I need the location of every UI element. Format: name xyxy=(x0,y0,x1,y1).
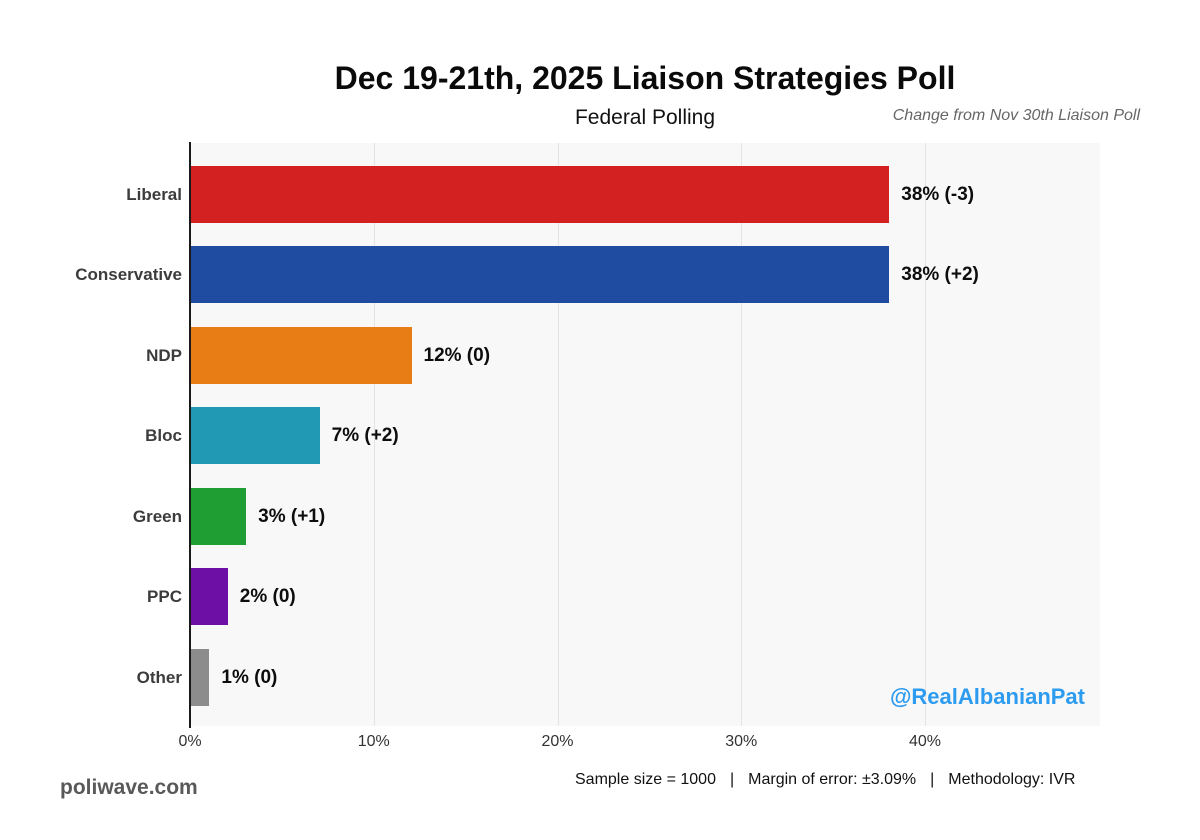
bar-ndp xyxy=(191,326,412,384)
party-label: NDP xyxy=(146,345,182,365)
x-tick-label: 20% xyxy=(541,733,574,750)
bar-ppc xyxy=(191,568,228,625)
party-label: Conservative xyxy=(75,265,182,284)
party-label: Bloc xyxy=(145,426,182,445)
margin-of-error: Margin of error: ±3.09% xyxy=(748,771,917,788)
x-tick-label: 40% xyxy=(908,733,942,750)
watermark-handle: @RealAlbanianPat xyxy=(889,684,1085,709)
chart-title: Dec 19-21th, 2025 Liaison Strategies Pol… xyxy=(334,60,956,96)
plot-area xyxy=(190,143,1100,726)
party-label: Liberal xyxy=(126,184,182,204)
value-label: 38% (+2) xyxy=(901,264,979,285)
party-label: Other xyxy=(136,667,182,687)
value-label: 7% (+2) xyxy=(331,425,399,446)
gridline-10 xyxy=(373,143,375,726)
gridline-40 xyxy=(925,143,926,726)
gridline-20 xyxy=(557,143,559,726)
site-credit: poliwave.com xyxy=(60,776,198,799)
x-tick-label: 30% xyxy=(725,733,758,750)
bar-other xyxy=(191,648,210,706)
value-label: 12% (0) xyxy=(423,344,491,366)
bar-liberal xyxy=(191,165,890,223)
bar-green xyxy=(191,487,247,545)
bar-conservative xyxy=(191,246,890,303)
value-label: 1% (0) xyxy=(221,666,278,688)
sample-size: Sample size = 1000 xyxy=(575,771,716,788)
bar-bloc xyxy=(191,407,320,464)
party-label: Green xyxy=(132,506,182,526)
change-annotation: Change from Nov 30th Liaison Poll xyxy=(892,107,1140,124)
value-label: 3% (+1) xyxy=(258,505,326,527)
y-axis-line xyxy=(189,142,191,728)
value-label: 2% (0) xyxy=(239,586,296,607)
party-label: PPC xyxy=(147,587,182,606)
value-label: 38% (-3) xyxy=(901,183,975,205)
separator: | xyxy=(930,771,935,788)
gridline-30 xyxy=(741,143,743,726)
x-tick-label: 0% xyxy=(178,733,202,750)
methodology-note: Sample size = 1000 | Margin of error: ±3.0… xyxy=(575,771,1075,789)
chart-subtitle: Federal Polling xyxy=(574,106,716,129)
separator: | xyxy=(729,771,735,788)
x-tick-label: 10% xyxy=(357,733,390,750)
methodology: Methodology: IVR xyxy=(948,771,1076,788)
